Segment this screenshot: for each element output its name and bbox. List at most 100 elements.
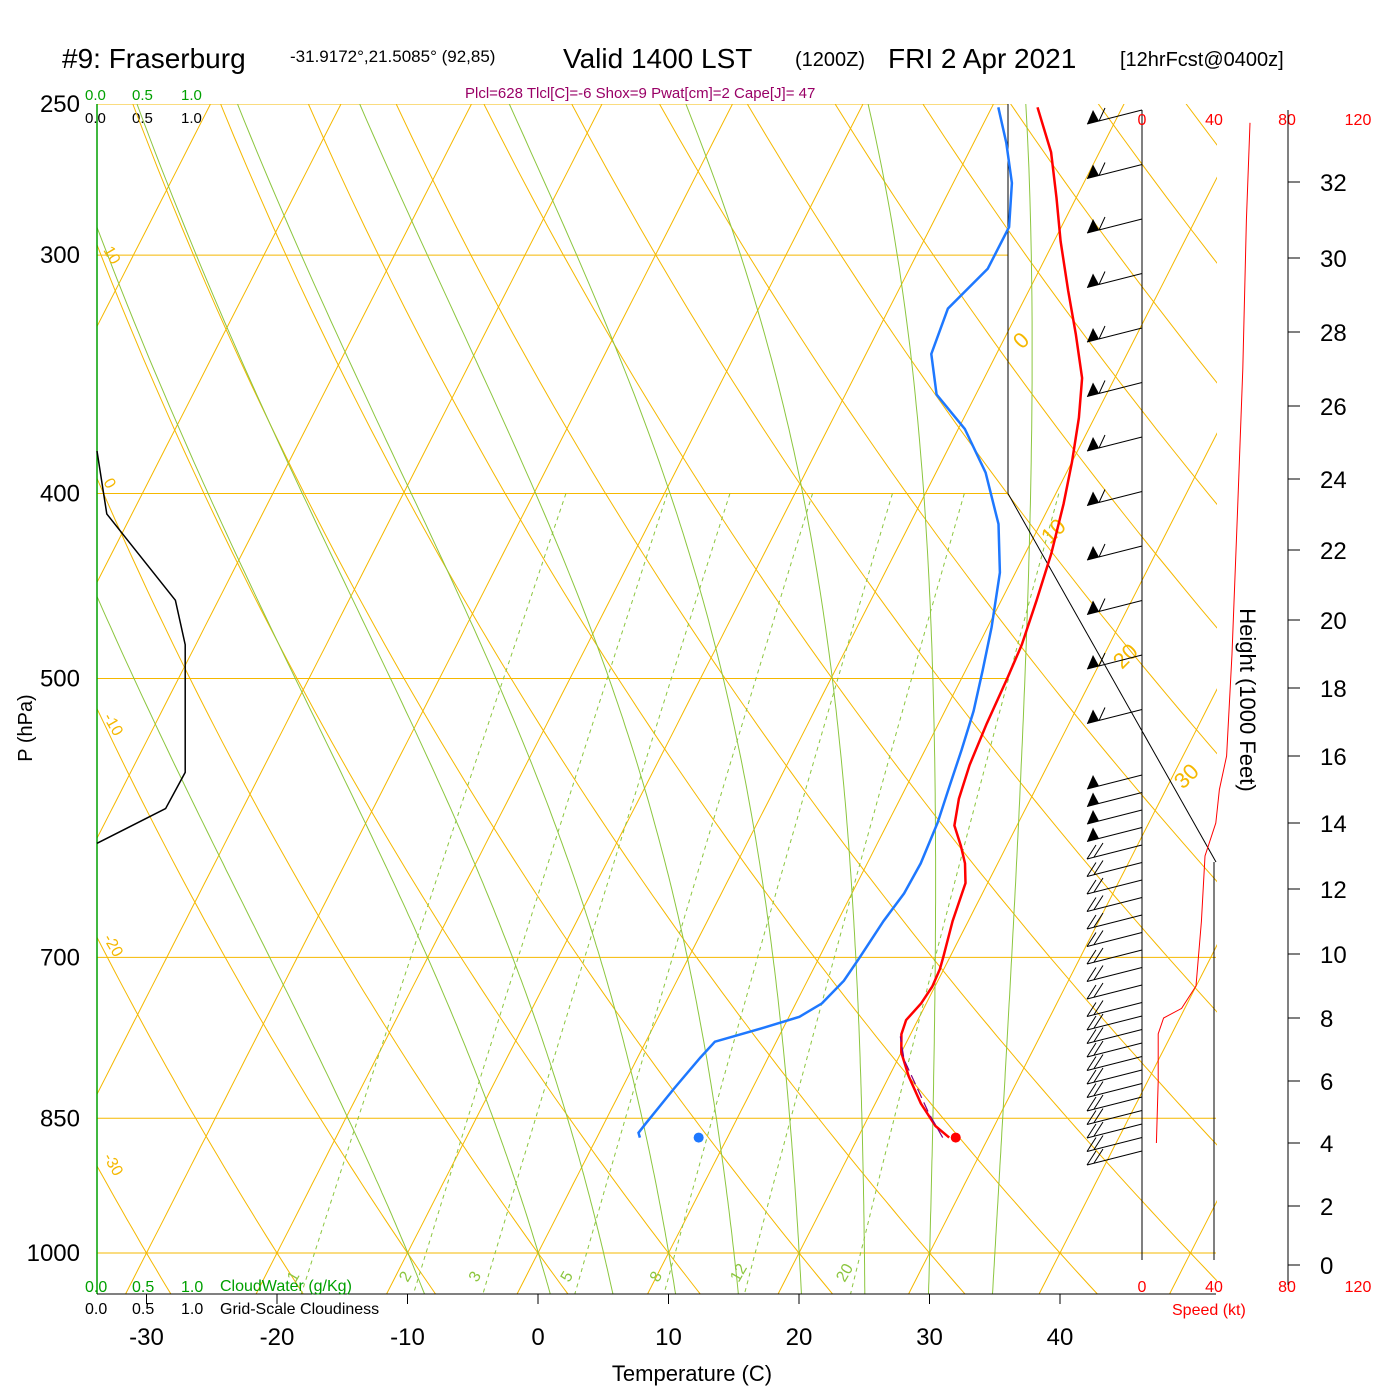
wind-barb-flag: [1098, 271, 1106, 285]
cloudwater-scale-bottom: 0.0 0.5 1.0 CloudWater (g/Kg): [85, 1278, 352, 1296]
wind-barb-pennant: [1087, 491, 1099, 506]
stability-indices: Plcl=628 Tlcl[C]=-6 Shox=9 Pwat[cm]=2 Ca…: [465, 85, 815, 102]
temperature-tick-0: 0: [531, 1324, 544, 1351]
isotherm-20: [777, 432, 1217, 1294]
isotherm--50: [97, 104, 473, 840]
height-axis-title: Height (1000 Feet): [1235, 608, 1260, 791]
wind-barb-flag: [1086, 1015, 1097, 1031]
forecast-hour: [12hrFcst@0400z]: [1120, 49, 1284, 71]
wind-barb-pennant: [1087, 775, 1099, 789]
cloudwater-tick-1: 1.0: [181, 87, 202, 104]
height-tick-24: 24: [1320, 467, 1347, 494]
cloudiness-tick-0: 0.0: [85, 110, 106, 127]
wind-barb: [1086, 380, 1143, 397]
moist-adiabat-35: [991, 104, 1033, 1294]
dry-adiabat--10: [97, 707, 437, 1294]
temperature-tick--30: -30: [129, 1324, 164, 1351]
wind-speed-line: [1155, 122, 1251, 1144]
wind-barb-flag: [1086, 1096, 1097, 1112]
wind-barb-staff: [1086, 1015, 1143, 1031]
isotherm--60: [97, 104, 342, 584]
wind-barb-staff: [1086, 1123, 1143, 1139]
wind-barb: [1086, 652, 1143, 670]
wind-barb-pennant: [1087, 792, 1099, 807]
wind-barb-flag: [1086, 1123, 1097, 1139]
height-tick-18: 18: [1320, 676, 1347, 703]
isotherm-60: [1292, 35, 1400, 1309]
speed-bottom-tick-120: 120: [1345, 1279, 1372, 1296]
dry-adiabat-80: [658, 104, 1217, 883]
wind-barb-pennant: [1087, 110, 1099, 124]
sounding-profiles: [637, 106, 1084, 1143]
cloudiness-scale-top: 0.0 0.5 1.0: [85, 110, 202, 127]
wind-barb: [1086, 216, 1143, 234]
wind-barb-flag: [1093, 1000, 1104, 1015]
speed-bottom-tick-40: 40: [1205, 1279, 1223, 1296]
temperature-tick-30: 30: [916, 1324, 943, 1351]
cloudwater-bottom-tick-05: 0.5: [132, 1279, 154, 1296]
wind-barb: [1086, 1094, 1143, 1112]
cloudwater-bottom-tick-1: 1.0: [181, 1279, 203, 1296]
forecast-date: FRI 2 Apr 2021: [888, 43, 1076, 74]
wind-barb-flag: [1086, 1056, 1097, 1071]
moist-adiabat-20: [508, 104, 802, 1294]
speed-top-tick-80: 80: [1278, 112, 1296, 129]
isotherm-label-10: 10: [100, 244, 124, 268]
mixing-ratio-label-8: 8: [647, 1269, 666, 1285]
temperature-axis-title: Temperature (C): [612, 1361, 772, 1386]
pressure-tick-850: 850: [40, 1105, 80, 1132]
wind-barb-staff: [1086, 949, 1143, 965]
wind-barb: [1086, 1000, 1143, 1017]
wind-barb-pennant: [1087, 546, 1099, 560]
wind-barb-flag: [1093, 895, 1104, 910]
height-tick-32: 32: [1320, 170, 1347, 197]
dry-adiabat-50: [395, 104, 1217, 1282]
wind-barb-flag: [1086, 862, 1097, 877]
wind-barb-staff: [1086, 984, 1143, 1000]
height-tick-2: 2: [1320, 1194, 1333, 1221]
mixing-ratio-label-20: 20: [833, 1261, 857, 1285]
mixing-ratio-12: [743, 493, 965, 1294]
temperature-tick--10: -10: [390, 1324, 425, 1351]
wind-barb-flag: [1098, 707, 1106, 721]
wind-barb-flag: [1086, 949, 1097, 965]
dry-adiabat-70: [571, 104, 1217, 1013]
cloudwater-tick-0: 0.0: [85, 87, 106, 104]
zulu-time: (1200Z): [795, 49, 865, 71]
wind-barb: [1086, 107, 1143, 125]
wind-barb-flag: [1093, 877, 1104, 893]
wind-barb: [1086, 877, 1143, 895]
moist-adiabat--10: [97, 595, 426, 1294]
wind-barb-pennant: [1087, 382, 1099, 397]
cloudwater-label: CloudWater (g/Kg): [220, 1278, 352, 1295]
isotherm--40: [97, 104, 603, 1096]
wind-barb: [1086, 1108, 1143, 1125]
wind-barb-flag: [1093, 1081, 1104, 1096]
plot-frame: [96, 104, 1217, 1295]
isotherm-label--20: -20: [100, 932, 126, 961]
wind-barb-flag: [1086, 897, 1097, 912]
dry-adiabat-0: [97, 477, 569, 1294]
dry-adiabat-170: [1393, 35, 1400, 1309]
wind-barb: [1086, 860, 1143, 877]
wind-barb-staff: [1086, 1029, 1143, 1044]
wind-barb-flag: [1098, 107, 1106, 122]
pressure-tick-400: 400: [40, 481, 80, 508]
isotherm--20: [255, 104, 864, 1294]
cloudwater-tick-05: 0.5: [132, 87, 153, 104]
wind-barb-flag: [1093, 947, 1104, 963]
moist-adiabat-30: [867, 104, 937, 1294]
dry-adiabat--30: [97, 1165, 172, 1294]
speed-bottom-tick-0: 0: [1138, 1279, 1147, 1296]
isotherm-30: [908, 688, 1217, 1294]
thermo-grid: [97, 35, 1400, 1309]
temperature-line: [900, 106, 1084, 1139]
wind-barb-flag: [1093, 1094, 1104, 1110]
height-tick-22: 22: [1320, 538, 1347, 565]
wind-barb-pennant: [1087, 810, 1099, 824]
dry-adiabat-60: [483, 104, 1217, 1146]
diagonal-border-line: [1007, 493, 1217, 863]
